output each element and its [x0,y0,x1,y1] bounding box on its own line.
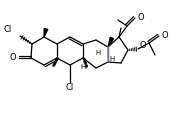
Text: Cl: Cl [4,26,12,35]
Polygon shape [44,29,48,37]
Text: O: O [139,41,146,50]
Polygon shape [108,37,114,47]
Text: O: O [162,32,169,41]
Text: O: O [9,53,16,63]
Text: H: H [109,56,115,62]
Text: Cl: Cl [66,83,74,92]
Text: O: O [138,13,145,22]
Text: H: H [95,50,101,56]
Text: H: H [80,64,86,70]
